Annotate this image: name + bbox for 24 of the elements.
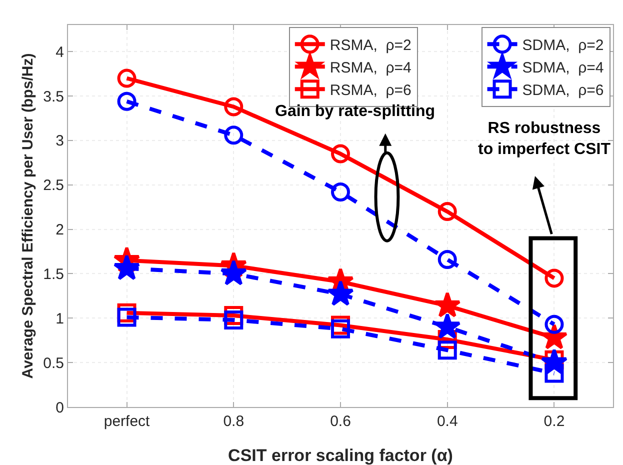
legend-label: RSMA, ρ=4 <box>330 60 412 77</box>
x-axis-title: CSIT error scaling factor (α) <box>228 446 453 465</box>
y-tick-label: 3 <box>56 132 64 150</box>
legend-label: SDMA, ρ=4 <box>522 60 604 77</box>
x-tick-label: 0.8 <box>223 413 244 430</box>
legend-label: SDMA, ρ=2 <box>522 37 604 54</box>
legend-label: RSMA, ρ=6 <box>330 82 412 100</box>
annotation: RS robustness to imperfect CSIT <box>478 120 611 158</box>
x-tick-label: 0.6 <box>330 413 351 430</box>
x-tick-label: 0.4 <box>436 413 458 430</box>
y-tick-label: 0 <box>56 399 64 416</box>
x-tick-label: perfect <box>104 413 151 430</box>
y-tick-label: 1 <box>56 310 64 328</box>
legend-label: RSMA, ρ=2 <box>330 37 412 54</box>
legend-label: SDMA, ρ=6 <box>522 82 604 100</box>
annotation: Gain by rate-splitting <box>275 103 436 120</box>
x-tick-label: 0.2 <box>544 413 565 430</box>
y-tick-label: 0.5 <box>43 354 64 372</box>
y-tick-label: 4 <box>56 44 64 61</box>
y-tick-label: 1.5 <box>43 266 64 283</box>
y-axis-title: Average Spectral Efficiency per User (bps/Hz) <box>19 53 36 379</box>
y-tick-label: 2 <box>56 222 64 239</box>
y-tick-label: 2.5 <box>43 177 64 194</box>
y-tick-label: 3.5 <box>43 88 64 106</box>
